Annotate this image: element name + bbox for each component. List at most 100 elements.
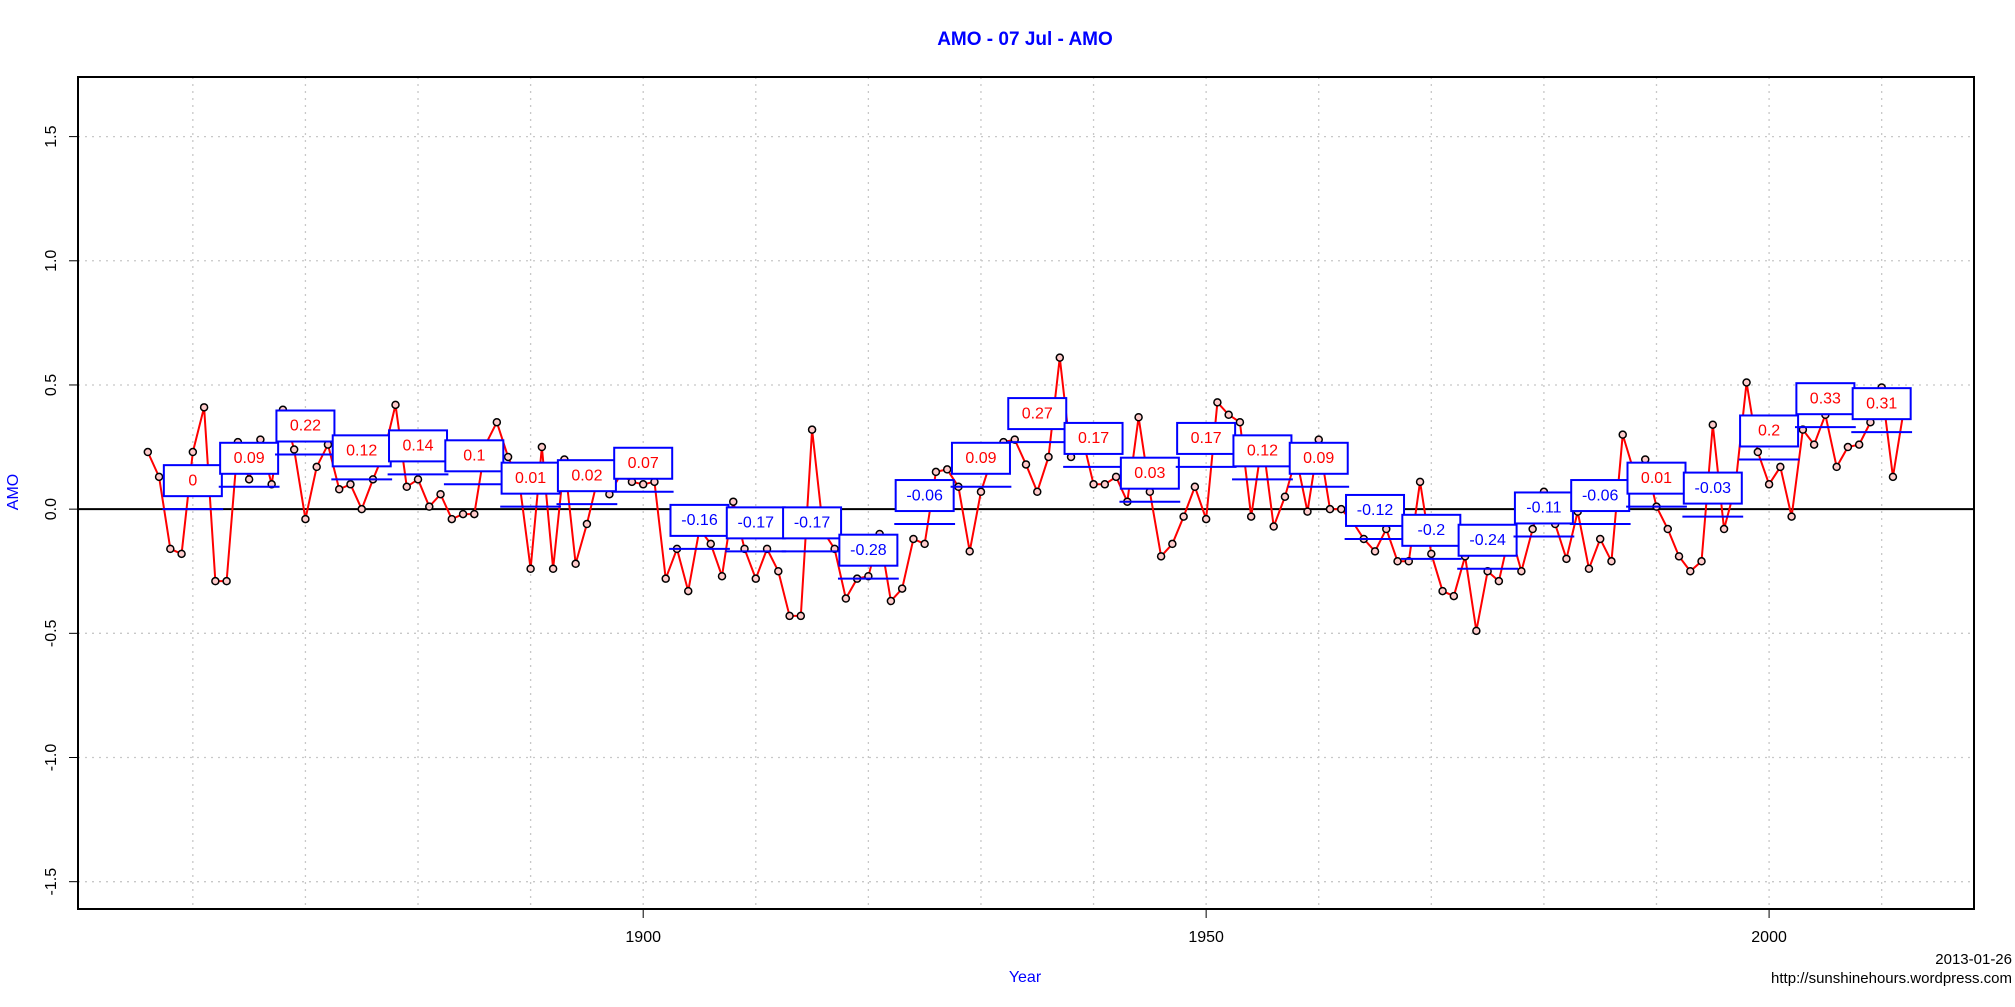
data-point xyxy=(1719,524,1729,534)
data-point xyxy=(1246,512,1256,521)
data-point xyxy=(1280,492,1290,501)
mean-label-box: -0.24 xyxy=(1457,523,1518,557)
data-point xyxy=(222,576,231,586)
data-point xyxy=(154,472,164,482)
mean-box xyxy=(556,459,617,493)
mean-label-box: -0.03 xyxy=(1682,471,1743,505)
mean-label: 0.27 xyxy=(1022,405,1053,422)
data-point xyxy=(1517,566,1526,576)
mean-label-box: 0.31 xyxy=(1851,387,1912,421)
data-point xyxy=(1415,477,1425,487)
x-tick-label: 2000 xyxy=(1751,929,1787,946)
data-point xyxy=(1584,564,1594,573)
chart-title: AMO - 07 Jul - AMO xyxy=(937,29,1113,50)
data-point xyxy=(886,596,896,606)
data-point xyxy=(503,452,513,462)
mean-label: -0.2 xyxy=(1418,522,1446,539)
data-point xyxy=(492,417,502,427)
mean-box xyxy=(162,464,223,498)
mean-box xyxy=(444,439,505,473)
mean-box xyxy=(1513,491,1574,525)
mean-label: 0.1 xyxy=(463,448,485,465)
data-point xyxy=(582,519,592,529)
mean-box xyxy=(1119,456,1180,490)
data-point xyxy=(897,584,907,593)
mean-label: 0.17 xyxy=(1078,430,1109,447)
mean-box xyxy=(1795,382,1856,416)
data-point xyxy=(1235,417,1245,427)
data-point xyxy=(1562,554,1571,564)
mean-label: 0 xyxy=(188,472,197,489)
mean-box xyxy=(1682,471,1743,505)
mean-label: 0.14 xyxy=(402,438,433,455)
mean-label-box: 0.01 xyxy=(1626,461,1687,495)
mean-label-box: -0.12 xyxy=(1345,493,1406,527)
data-point xyxy=(1787,512,1796,521)
data-point xyxy=(1595,534,1605,544)
mean-label-box: -0.28 xyxy=(838,533,899,567)
data-point xyxy=(244,475,254,484)
data-point xyxy=(807,425,817,434)
data-point xyxy=(1832,462,1841,472)
mean-label: 0.09 xyxy=(1303,450,1334,467)
mean-label: 0.17 xyxy=(1191,430,1222,447)
data-point xyxy=(301,514,310,524)
data-point xyxy=(1528,524,1537,534)
data-point xyxy=(1888,472,1898,482)
data-point xyxy=(1686,566,1695,576)
data-point xyxy=(785,611,794,621)
data-point xyxy=(312,462,321,472)
data-point xyxy=(211,576,220,586)
data-point xyxy=(1607,557,1616,566)
mean-label-box: 0.09 xyxy=(950,441,1011,475)
mean-label-box: 0.03 xyxy=(1119,456,1180,490)
data-point xyxy=(1854,440,1864,449)
data-point xyxy=(346,480,355,489)
y-tick-label: -1.5 xyxy=(43,868,60,896)
data-point xyxy=(1111,472,1121,482)
data-point xyxy=(1336,504,1346,514)
data-point xyxy=(1201,514,1211,524)
mean-box xyxy=(388,429,449,463)
mean-label-box: 0.14 xyxy=(388,429,449,463)
mean-label: 0.02 xyxy=(571,467,602,484)
data-point xyxy=(571,559,580,569)
source-note: http://sunshinehours.wordpress.com xyxy=(1771,970,2012,987)
mean-box xyxy=(1345,493,1406,527)
data-point xyxy=(425,502,434,511)
data-point xyxy=(526,564,535,573)
x-axis-title: Year xyxy=(1009,969,1042,986)
data-point xyxy=(1449,591,1459,601)
mean-label: -0.28 xyxy=(850,542,887,559)
y-tick-label: 0.5 xyxy=(43,374,60,396)
data-point xyxy=(1809,440,1819,449)
mean-label: 0.09 xyxy=(965,450,996,467)
data-point xyxy=(909,534,918,544)
data-point xyxy=(436,489,445,499)
y-tick-label: 0.0 xyxy=(43,498,60,520)
mean-label: 0.12 xyxy=(346,443,377,460)
data-point xyxy=(638,480,648,489)
mean-label-box: 0.27 xyxy=(1007,397,1068,431)
data-point xyxy=(357,504,366,514)
plot-frame xyxy=(77,76,1975,910)
data-point xyxy=(1168,539,1177,549)
data-point xyxy=(706,539,716,549)
data-point xyxy=(1224,410,1233,420)
mean-label-box: 0.01 xyxy=(500,461,561,495)
mean-box xyxy=(1176,421,1237,455)
mean-box xyxy=(1457,523,1518,557)
data-point xyxy=(199,403,209,412)
x-tick-label: 1950 xyxy=(1188,929,1224,946)
data-point xyxy=(188,447,198,457)
mean-label-box: 0.02 xyxy=(556,459,617,493)
data-point xyxy=(683,586,693,596)
mean-label-box: -0.11 xyxy=(1513,491,1574,525)
mean-box xyxy=(894,479,955,513)
data-point xyxy=(976,487,986,497)
mean-label: 0.07 xyxy=(628,455,659,472)
data-point xyxy=(1764,480,1774,489)
mean-label-box: 0.17 xyxy=(1063,421,1124,455)
mean-label-box: 0.17 xyxy=(1176,421,1237,455)
mean-box xyxy=(500,461,561,495)
